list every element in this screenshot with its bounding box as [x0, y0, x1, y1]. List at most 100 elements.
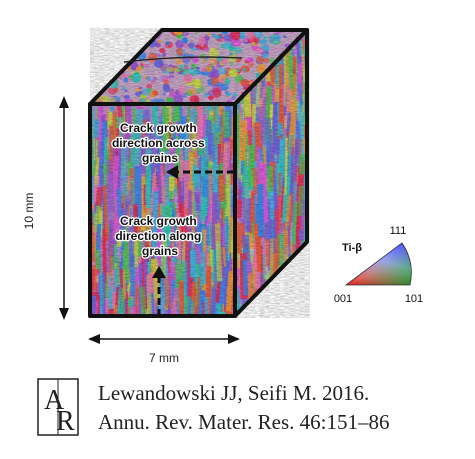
grain-stripe	[220, 312, 228, 316]
annotation-across-line-2: direction across	[112, 136, 205, 150]
grain-spot	[288, 24, 295, 29]
grain-stripe	[251, 320, 259, 376]
grain-stripe	[129, 318, 137, 372]
grain-spot	[81, 69, 89, 77]
legend-corner-001: 001	[334, 293, 352, 305]
grain-stripe	[183, 319, 192, 360]
grain-stripe	[237, 314, 241, 354]
grain-stripe	[121, 319, 128, 369]
citation-journal-line: Annu. Rev. Mater. Res. 46:151–86	[98, 410, 390, 434]
grain-stripe	[218, 319, 221, 349]
grain-stripe	[218, 312, 227, 316]
cube-outline	[88, 28, 309, 318]
grain-stripe	[309, 98, 316, 123]
ipf-color-key	[344, 242, 412, 286]
grain-stripe	[194, 318, 200, 356]
grain-spot	[83, 64, 88, 70]
grain-stripe	[300, 321, 305, 351]
grain-stripe	[309, 304, 316, 343]
grain-stripe	[202, 319, 207, 366]
grain-stripe	[114, 318, 120, 347]
grain-spot	[85, 26, 90, 30]
grain-stripe	[269, 314, 277, 316]
grain-stripe	[115, 318, 118, 370]
grain-spot	[232, 26, 235, 28]
grain-stripe	[272, 314, 275, 316]
grain-spot	[81, 50, 88, 55]
grain-stripe	[240, 317, 247, 374]
legend-corner-101: 101	[405, 293, 423, 305]
grain-stripe	[310, 294, 318, 325]
grain-stripe	[252, 320, 258, 351]
grain-stripe	[179, 318, 184, 378]
grain-stripe	[265, 322, 269, 342]
grain-stripe	[125, 317, 131, 363]
grain-stripe	[310, 79, 317, 108]
grain-stripe	[183, 316, 186, 357]
annotation-along-line-1: Crack growth	[120, 214, 197, 228]
grain-stripe	[310, 207, 313, 223]
width-dimension-arrow	[88, 334, 240, 344]
grain-spot	[305, 25, 309, 29]
grain-stripe	[247, 318, 252, 358]
top-face-crack	[123, 56, 243, 63]
grain-stripe	[124, 319, 131, 351]
height-dimension-label: 10 mm	[22, 193, 36, 230]
grain-stripe	[296, 314, 304, 316]
grain-stripe	[119, 313, 128, 316]
grain-stripe	[309, 151, 317, 210]
svg-text:R: R	[56, 406, 75, 436]
annotation-along-line-3: grains	[142, 244, 178, 258]
annotation-across-line-1: Crack growth	[120, 121, 197, 135]
grain-spot	[118, 24, 125, 29]
grain-spot	[82, 70, 89, 75]
grain-stripe	[312, 77, 318, 135]
grain-spot	[90, 51, 91, 57]
grain-spot	[84, 41, 87, 43]
grain-stripe	[84, 99, 87, 119]
grain-spot	[83, 29, 88, 33]
annotation-across-grains: Crack growth direction across grains	[112, 121, 208, 165]
citation-authors-line: Lewandowski JJ, Seifi M. 2016.	[98, 381, 370, 405]
crack-arrow-along	[152, 266, 166, 316]
grain-stripe	[310, 123, 318, 166]
legend-corner-111: 111	[390, 225, 407, 237]
grain-stripe	[212, 319, 218, 336]
grain-stripe	[167, 320, 174, 347]
grain-spot	[85, 74, 88, 76]
grain-stripe	[286, 318, 291, 346]
grain-stripe	[253, 316, 258, 346]
grain-stripe	[311, 26, 317, 66]
crack-arrow-across	[166, 165, 234, 179]
grain-stripe	[106, 318, 112, 367]
grain-stripe	[295, 312, 299, 316]
grain-stripe	[309, 192, 315, 222]
grain-stripe	[256, 314, 262, 316]
grain-stripe	[305, 311, 307, 316]
grain-stripe	[311, 265, 316, 298]
annotation-across-line-3: grains	[142, 151, 178, 165]
legend-title: Ti-β	[342, 242, 362, 254]
grain-stripe	[213, 318, 217, 336]
grain-stripe	[107, 319, 114, 350]
grain-stripe	[186, 312, 195, 316]
grain-stripe	[151, 319, 154, 344]
grain-stripe	[274, 321, 282, 346]
grain-stripe	[310, 287, 316, 318]
width-dimension-label: 7 mm	[149, 351, 179, 365]
annotation-along-line-2: direction along	[115, 229, 201, 243]
height-dimension-arrow	[59, 96, 69, 320]
annotation-along-grains: Crack growth direction along grains	[115, 214, 204, 258]
grain-stripe	[213, 316, 219, 355]
grain-stripe	[282, 318, 285, 373]
annual-reviews-logo: A R	[37, 378, 79, 436]
grain-stripe	[310, 85, 315, 144]
grain-stripe	[227, 319, 233, 374]
grain-stripe	[232, 322, 238, 350]
grain-stripe	[135, 311, 143, 316]
grain-spot	[82, 69, 88, 74]
grain-stripe	[218, 315, 228, 316]
grain-spot	[310, 77, 314, 81]
grain-spot	[310, 38, 313, 40]
